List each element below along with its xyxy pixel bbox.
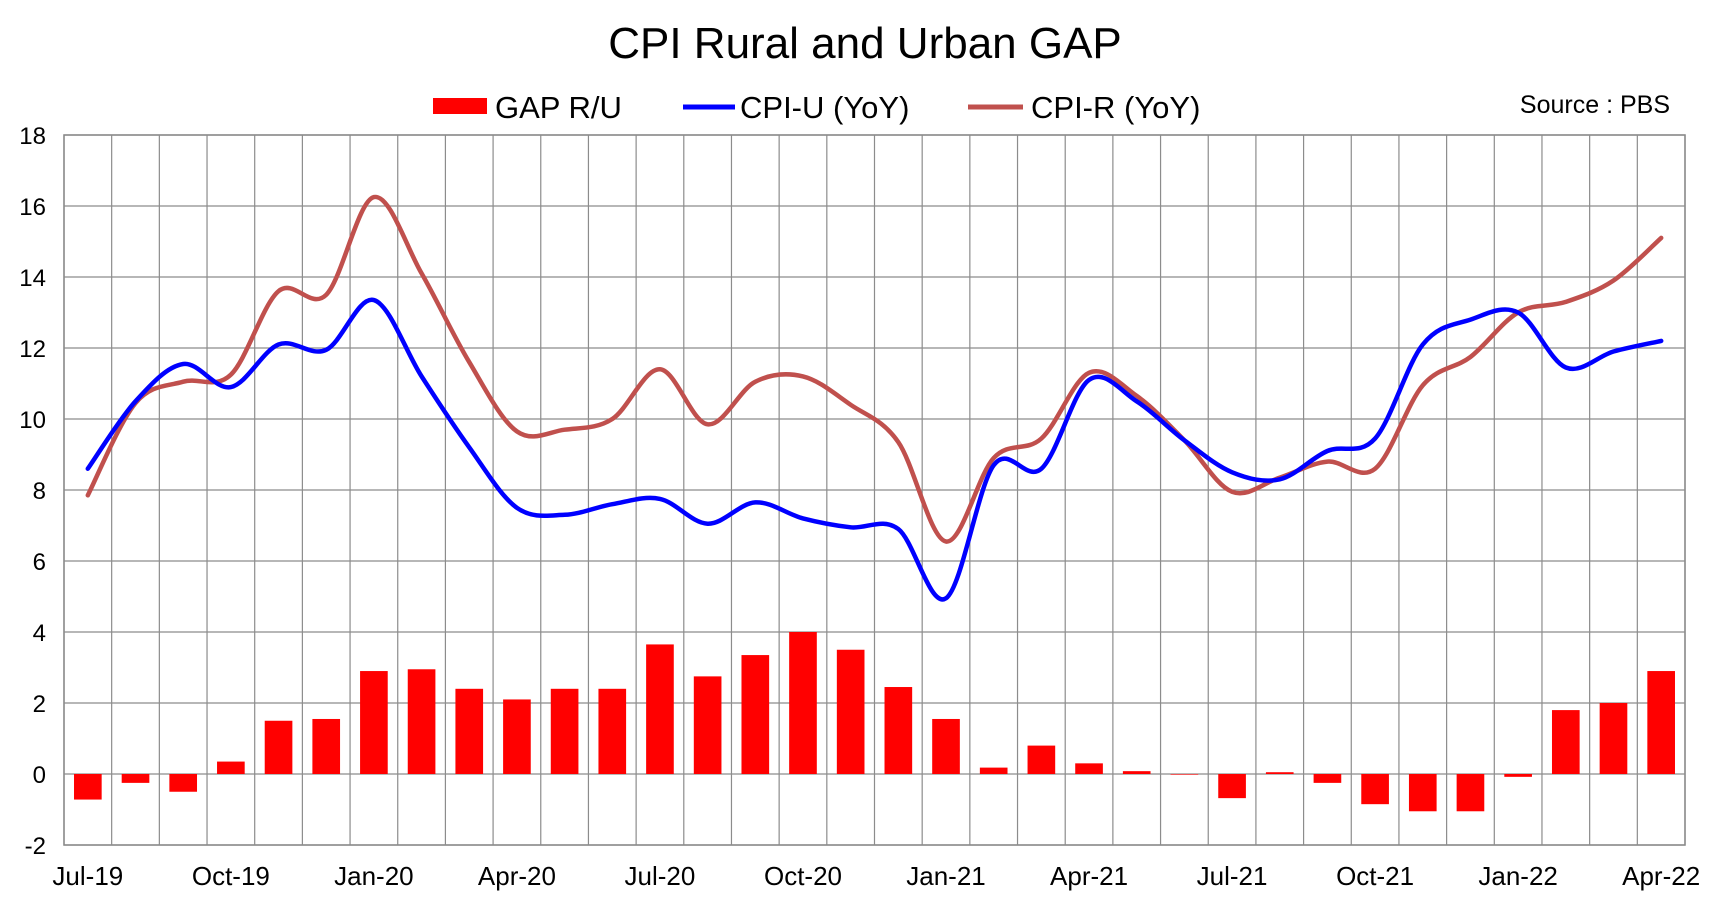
gap-bar	[503, 699, 531, 774]
gap-bar	[217, 761, 245, 774]
gap-bar	[646, 644, 674, 774]
gap-bar	[360, 671, 388, 774]
gap-bar	[1265, 772, 1294, 774]
gap-bar	[1075, 763, 1103, 774]
x-tick-label: Apr-22	[1622, 861, 1700, 891]
gap-bar	[1170, 774, 1199, 775]
x-tick-label: Oct-21	[1336, 861, 1414, 891]
legend-label-cpi-u: CPI-U (YoY)	[740, 90, 909, 125]
gap-bar	[312, 718, 341, 774]
gap-bar	[1218, 774, 1246, 799]
cpi-r-line	[85, 194, 1664, 544]
gap-bar	[979, 767, 1008, 774]
gap-bar	[1027, 745, 1056, 774]
gap-bar	[550, 688, 579, 774]
source-note: Source : PBS	[1520, 91, 1670, 119]
y-tick-label: 16	[19, 194, 46, 221]
y-tick-label: 8	[33, 478, 46, 505]
gap-bar	[1551, 710, 1580, 774]
x-tick-label: Oct-19	[192, 861, 270, 891]
x-tick-label: Jul-19	[52, 861, 123, 891]
x-tick-label: Jan-21	[906, 861, 986, 891]
x-tick-label: Jan-20	[334, 861, 414, 891]
gap-bar	[884, 687, 913, 774]
legend-label-gap: GAP R/U	[495, 90, 622, 125]
gap-bar	[1122, 771, 1151, 774]
gap-bar	[1599, 703, 1628, 774]
gap-bar	[741, 655, 770, 774]
gap-bar	[169, 774, 198, 792]
cpi-lines	[85, 194, 1664, 602]
y-tick-label: 18	[19, 123, 46, 150]
gap-bar	[407, 669, 436, 774]
chart-title: CPI Rural and Urban GAP	[608, 19, 1122, 68]
gap-bar	[693, 676, 722, 774]
gap-bar	[74, 774, 102, 800]
x-tick-label: Apr-21	[1050, 861, 1128, 891]
gap-bar	[1361, 774, 1389, 805]
legend: GAP R/U CPI-U (YoY) CPI-R (YoY)	[433, 90, 1200, 125]
y-tick-label: 2	[33, 691, 46, 718]
gap-bar	[264, 720, 293, 774]
gap-bar	[1504, 774, 1532, 777]
y-axis-ticks: -2 0 2 4 6 8 10 12 14 16 18	[19, 123, 46, 860]
x-tick-label: Apr-20	[478, 861, 556, 891]
gap-bar	[121, 774, 150, 783]
y-tick-label: 10	[19, 407, 46, 434]
gap-bar	[836, 649, 865, 774]
y-tick-label: 4	[33, 620, 46, 647]
x-tick-label: Jul-21	[1197, 861, 1268, 891]
gap-bar	[932, 718, 960, 774]
gap-bar	[1647, 671, 1675, 774]
gap-bar	[598, 688, 627, 774]
gap-bar	[1408, 774, 1437, 812]
legend-swatch-gap	[433, 98, 487, 114]
x-tick-label: Jan-22	[1478, 861, 1558, 891]
gap-bar	[455, 688, 484, 774]
legend-label-cpi-r: CPI-R (YoY)	[1031, 90, 1200, 125]
y-tick-label: 0	[33, 762, 46, 789]
y-tick-label: 6	[33, 549, 46, 576]
y-tick-label: 14	[19, 265, 46, 292]
grid	[64, 134, 1685, 846]
y-tick-label: -2	[25, 833, 46, 860]
gap-bar	[1313, 774, 1342, 783]
x-tick-label: Oct-20	[764, 861, 842, 891]
x-tick-label: Jul-20	[625, 861, 696, 891]
cpi-u-line	[85, 297, 1664, 602]
x-axis-ticks: Jul-19 Oct-19 Jan-20 Apr-20 Jul-20 Oct-20 Jan-…	[52, 861, 1700, 891]
gap-bars	[74, 632, 1675, 812]
y-tick-label: 12	[19, 336, 46, 363]
gap-bar	[1456, 774, 1485, 812]
gap-bar	[789, 632, 817, 774]
